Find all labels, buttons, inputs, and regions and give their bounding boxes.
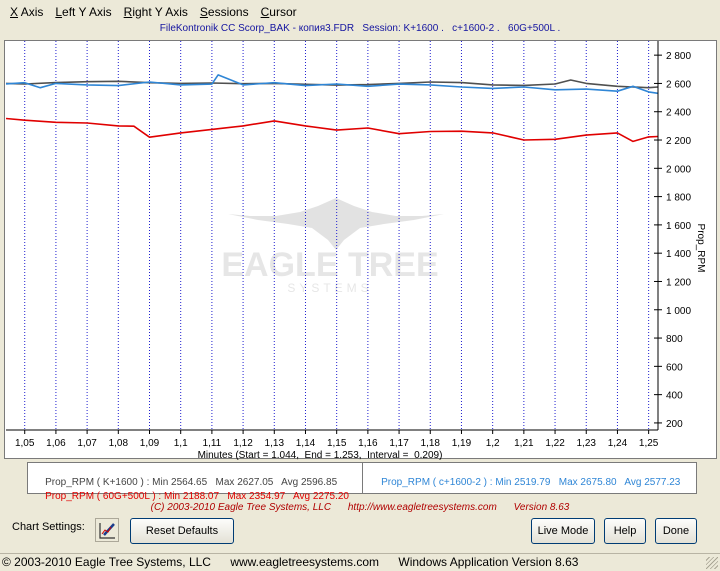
legend-c1600-max: Max 2675.80 [558, 477, 617, 488]
legend-divider [362, 463, 363, 493]
live-mode-button[interactable]: Live Mode [531, 518, 595, 544]
series-line-1 [5, 74, 659, 95]
y-tick-label: 2 000 [666, 164, 691, 175]
legend-c1600-min: Min 2519.79 [495, 477, 551, 488]
eagle-tree-watermark: EAGLE TREE SYSTEMS [221, 198, 444, 295]
version-text: Version 8.63 [513, 502, 570, 513]
y-tick-label: 600 [666, 362, 683, 373]
legend-k1600-avg: Avg 2596.85 [281, 477, 338, 488]
legend-60g-label: Prop_RPM ( 60G+500L ) [45, 491, 156, 502]
legend-k1600: Prop_RPM ( K+1600 ) : Min 2564.65 Max 26… [45, 477, 338, 488]
x-tick-label: 1,2 [486, 438, 500, 449]
y-tick-label: 2 200 [666, 136, 691, 147]
menu-right-y-axis[interactable]: Right Y Axis [123, 5, 188, 19]
legend-60g-max: Max 2354.97 [227, 491, 286, 502]
chart-svg[interactable]: EAGLE TREE SYSTEMS 200 400 600 800 1 000 1 20… [0, 0, 720, 500]
y-tick-label: 2 600 [666, 79, 691, 90]
reset-defaults-button[interactable]: Reset Defaults [130, 518, 234, 544]
x-tick-label: 1,24 [608, 438, 628, 449]
x-tick-label: 1,05 [15, 438, 35, 449]
y-tick-label: 1 600 [666, 221, 691, 232]
legend-60g-min: Min 2188.07 [164, 491, 220, 502]
series-line-2 [5, 117, 659, 143]
x-tick-label: 1,22 [545, 438, 565, 449]
resize-grip[interactable] [706, 557, 718, 569]
menu-cursor[interactable]: Cursor [260, 5, 297, 19]
copyright-text: (C) 2003-2010 Eagle Tree Systems, LLC [150, 502, 332, 513]
x-tick-label: 1,18 [421, 438, 441, 449]
x-tick-label: 1,09 [140, 438, 160, 449]
chart-title: FileKontronik CC Scorp_BAK - копия3.FDR … [159, 23, 561, 34]
x-tick-label: 1,1 [174, 438, 188, 449]
chart-settings-label: Chart Settings: [12, 521, 85, 533]
x-tick-label: 1,19 [452, 438, 472, 449]
watermark-line2: SYSTEMS [287, 281, 372, 295]
y-axis-label: Prop_RPM [695, 224, 706, 273]
x-tick-label: 1,13 [265, 438, 285, 449]
done-button[interactable]: Done [655, 518, 697, 544]
legend: Prop_RPM ( K+1600 ) : Min 2564.65 Max 26… [27, 462, 697, 502]
y-tick-label: 2 400 [666, 108, 691, 119]
help-button[interactable]: Help [604, 518, 646, 544]
x-tick-label: 1,17 [389, 438, 409, 449]
y-tick-label: 1 200 [666, 277, 691, 288]
pencil-chart-icon [99, 523, 115, 539]
x-tick-label: 1,08 [109, 438, 129, 449]
watermark-line1: EAGLE TREE [221, 246, 438, 284]
y-tick-label: 1 400 [666, 249, 691, 260]
legend-c1600-label: Prop_RPM ( c+1600-2 ) [381, 477, 488, 488]
menu-bar: X Axis Left Y Axis Right Y Axis Sessions… [0, 0, 720, 24]
status-url: www.eagletreesystems.com [230, 555, 380, 569]
menu-sessions[interactable]: Sessions [199, 5, 249, 19]
y-tick-label: 200 [666, 419, 683, 430]
x-tick-label: 1,21 [514, 438, 534, 449]
y-tick-label: 2 800 [666, 51, 691, 62]
legend-c1600-avg: Avg 2577.23 [624, 477, 681, 488]
menu-x-axis[interactable]: X Axis [10, 5, 44, 19]
x-tick-label: 1,16 [358, 438, 378, 449]
legend-60g: Prop_RPM ( 60G+500L ) : Min 2188.07 Max … [45, 491, 349, 502]
x-tick-label: 1,15 [327, 438, 347, 449]
y-tick-label: 1 800 [666, 193, 691, 204]
menu-left-y-axis[interactable]: Left Y Axis [55, 5, 112, 19]
x-tick-label: 1,25 [639, 438, 659, 449]
x-tick-label: 1,11 [203, 438, 222, 449]
legend-k1600-max: Max 2627.05 [215, 477, 274, 488]
y-tick-label: 1 000 [666, 306, 691, 317]
x-axis-label: Minutes (Start = 1.044, End = 1.253, Int… [198, 450, 443, 461]
status-bar: © 2003-2010 Eagle Tree Systems, LLC www.… [0, 553, 720, 571]
x-tick-label: 1,14 [296, 438, 316, 449]
x-tick-label: 1,07 [77, 438, 97, 449]
x-tick-label: 1,23 [577, 438, 597, 449]
y-tick-label: 800 [666, 334, 683, 345]
status-app-version: Windows Application Version 8.63 [398, 555, 579, 569]
x-tick-label: 1,12 [233, 438, 253, 449]
y-tick-label: 400 [666, 391, 683, 402]
status-copyright: © 2003-2010 Eagle Tree Systems, LLC [2, 555, 211, 569]
legend-k1600-label: Prop_RPM ( K+1600 ) [45, 477, 144, 488]
website-link[interactable]: http://www.eagletreesystems.com [347, 502, 497, 513]
legend-c1600: Prop_RPM ( c+1600-2 ) : Min 2519.79 Max … [381, 477, 681, 488]
legend-60g-avg: Avg 2275.20 [293, 491, 349, 502]
x-tick-label: 1,06 [46, 438, 66, 449]
legend-k1600-min: Min 2564.65 [152, 477, 208, 488]
chart-settings-icon[interactable] [95, 518, 119, 542]
eagle-logo-icon [228, 198, 444, 250]
plot-frame[interactable] [4, 40, 717, 459]
copyright-line: (C) 2003-2010 Eagle Tree Systems, LLC ht… [0, 502, 720, 513]
